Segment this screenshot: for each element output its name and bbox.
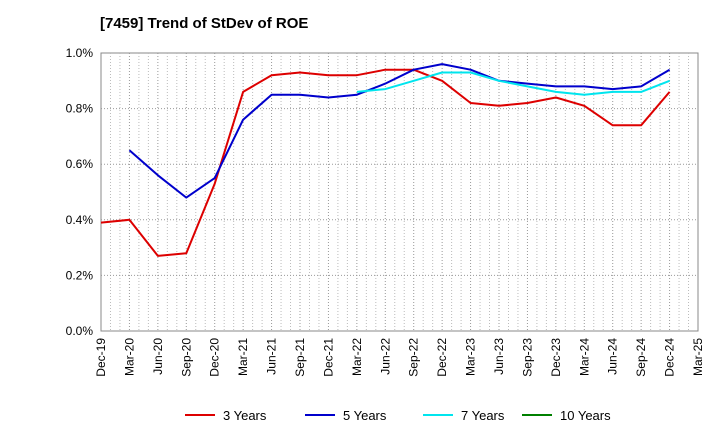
x-tick-label: Jun-20	[151, 338, 165, 375]
chart-title: [7459] Trend of StDev of ROE	[100, 15, 308, 32]
plot-frame	[100, 52, 699, 332]
x-tick-label: Mar-23	[464, 338, 478, 376]
x-tick-label: Sep-22	[407, 338, 421, 377]
series-lines	[100, 63, 671, 257]
legend-label: 5 Years	[343, 408, 387, 423]
x-tick-label: Dec-21	[321, 338, 335, 377]
y-tick-label: 0.8%	[66, 102, 94, 116]
x-tick-label: Sep-23	[520, 338, 534, 377]
y-tick-label: 1.0%	[66, 46, 94, 60]
y-tick-label: 0.2%	[66, 268, 94, 282]
x-tick-label: Jun-24	[606, 338, 620, 375]
series-line-7-years	[356, 71, 670, 96]
grid	[101, 53, 698, 331]
series-line-3-years	[100, 68, 671, 257]
x-tick-label: Mar-20	[122, 338, 136, 376]
series-line-5-years	[128, 63, 671, 199]
x-tick-label: Sep-24	[634, 338, 648, 377]
y-tick-label: 0.4%	[66, 213, 94, 227]
x-tick-label: Sep-21	[293, 338, 307, 377]
x-tick-label: Mar-24	[577, 338, 591, 376]
y-tick-label: 0.6%	[66, 157, 94, 171]
x-tick-label: Dec-23	[549, 338, 563, 377]
x-axis: Dec-19 Mar-20 Jun-20 Sep-20 Dec-20 Mar-21 Jun-…	[94, 338, 705, 377]
x-tick-label: Sep-20	[179, 338, 193, 377]
x-tick-label: Jun-21	[265, 338, 279, 375]
x-tick-label: Mar-25	[691, 338, 705, 376]
x-tick-label: Mar-21	[236, 338, 250, 376]
y-tick-label: 0.0%	[66, 324, 94, 338]
y-axis: 0.0% 0.2% 0.4% 0.6% 0.8% 1.0%	[66, 46, 94, 338]
x-tick-label: Dec-19	[94, 338, 108, 377]
legend-label: 7 Years	[461, 408, 505, 423]
x-tick-label: Dec-22	[435, 338, 449, 377]
x-tick-label: Mar-22	[350, 338, 364, 376]
x-tick-label: Jun-23	[492, 338, 506, 375]
x-tick-label: Dec-20	[208, 338, 222, 377]
plot-area	[100, 52, 699, 332]
x-tick-label: Dec-24	[663, 338, 677, 377]
x-tick-label: Jun-22	[378, 338, 392, 375]
legend-label: 10 Years	[560, 408, 611, 423]
legend-label: 3 Years	[223, 408, 267, 423]
legend: 3 Years 5 Years 7 Years 10 Years	[185, 408, 611, 423]
